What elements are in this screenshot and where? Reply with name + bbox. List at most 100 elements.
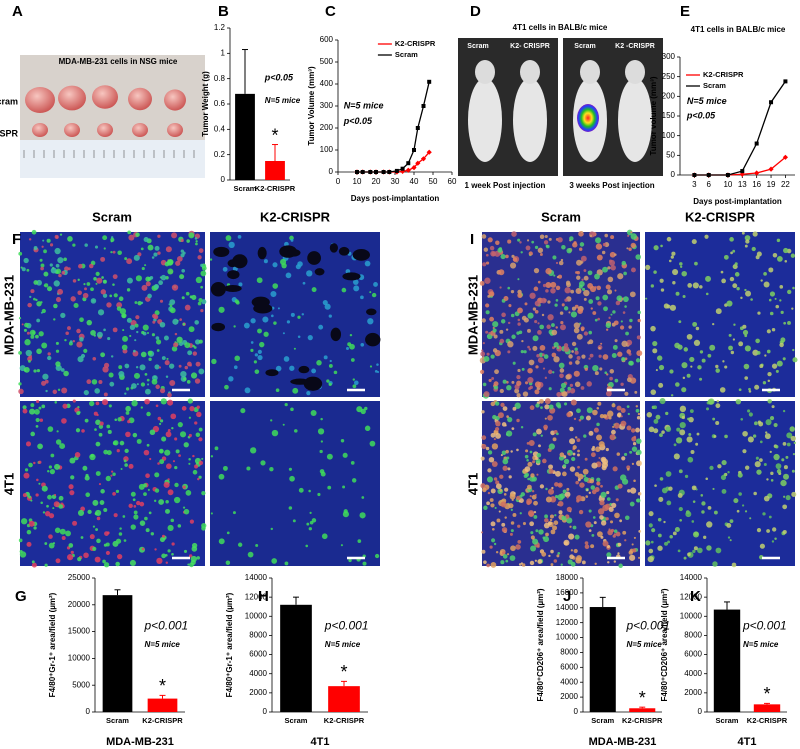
cell (323, 355, 328, 360)
cell (547, 488, 555, 495)
x-tick-label: K2-CRISPR (324, 716, 365, 725)
cell (362, 561, 367, 566)
cell (97, 309, 105, 316)
cell (744, 288, 747, 292)
significance: * (159, 676, 166, 696)
cell (793, 441, 796, 445)
cell (602, 504, 609, 512)
cell (62, 403, 68, 409)
void (211, 322, 226, 332)
x-axis-label: Days post-implantation (693, 197, 782, 206)
cell (626, 229, 633, 236)
y-tick-label: 6000 (249, 650, 267, 659)
cell (167, 489, 174, 496)
cell (146, 443, 150, 447)
cell (490, 354, 495, 359)
cell (679, 422, 686, 429)
annotation: p<0.001 (625, 618, 670, 632)
cell (524, 466, 531, 472)
cell (737, 472, 743, 478)
cell (715, 403, 721, 409)
cell (605, 390, 612, 397)
cell (157, 251, 161, 255)
cell (511, 334, 516, 339)
cell (147, 488, 150, 491)
cell (524, 381, 529, 385)
cell (143, 236, 149, 243)
cell (763, 495, 770, 502)
cell (158, 448, 164, 454)
x-tick-label: K2-CRISPR (142, 716, 183, 725)
cell (482, 342, 485, 345)
cell (174, 482, 179, 488)
cell (624, 305, 627, 308)
cell (181, 296, 185, 300)
cell (480, 483, 486, 489)
cell (155, 336, 160, 340)
cell (700, 494, 704, 497)
cell (540, 550, 543, 553)
cell (481, 410, 485, 414)
cell (284, 561, 289, 566)
cell (553, 274, 556, 277)
cell (701, 510, 705, 514)
cell (530, 531, 534, 535)
cell (566, 411, 572, 418)
cell (254, 369, 260, 374)
y-axis-label: Tumor Volume (mm³) (307, 66, 316, 146)
cell (512, 361, 516, 365)
cell (493, 334, 498, 339)
cell (480, 351, 486, 357)
cell (135, 275, 142, 282)
cell (340, 439, 345, 443)
cell (785, 455, 789, 459)
cell (577, 465, 580, 469)
cell (786, 432, 793, 439)
y-tick-label: 300 (662, 52, 676, 61)
cell (270, 419, 273, 422)
cell (36, 478, 39, 482)
cell (627, 412, 630, 416)
cell (70, 550, 74, 554)
y-tick-label: 600 (320, 35, 334, 44)
cell (520, 562, 523, 565)
cell (488, 332, 491, 335)
cell (197, 301, 202, 306)
cell (629, 450, 633, 454)
cell (352, 384, 357, 389)
cell (752, 231, 758, 237)
cell (524, 302, 528, 306)
cell (548, 464, 554, 470)
cell (789, 426, 795, 432)
cell (594, 562, 597, 565)
cell (36, 318, 41, 323)
cell (95, 471, 101, 477)
cell (505, 433, 509, 436)
y-tick-label: 300 (320, 101, 334, 110)
cell (130, 524, 136, 530)
cell (617, 351, 623, 357)
void (330, 327, 342, 342)
cell (28, 495, 32, 499)
cell (181, 268, 186, 273)
cell (112, 274, 118, 280)
cell (159, 419, 164, 423)
cell (635, 405, 639, 408)
cell (679, 265, 683, 268)
cell (128, 503, 133, 509)
cell (105, 550, 110, 555)
cell (545, 268, 552, 275)
void (253, 303, 273, 314)
cell (754, 421, 758, 426)
cell (491, 377, 495, 380)
x-tick-label: K2-CRISPR (622, 716, 663, 725)
cell (562, 471, 567, 477)
cell (117, 250, 122, 256)
y-tick-label: 0 (698, 707, 703, 716)
cell (588, 430, 594, 436)
cell (26, 541, 32, 547)
cell (99, 500, 105, 505)
cell (297, 261, 303, 267)
cell (56, 236, 59, 239)
y-tick-label: 8000 (249, 631, 267, 640)
